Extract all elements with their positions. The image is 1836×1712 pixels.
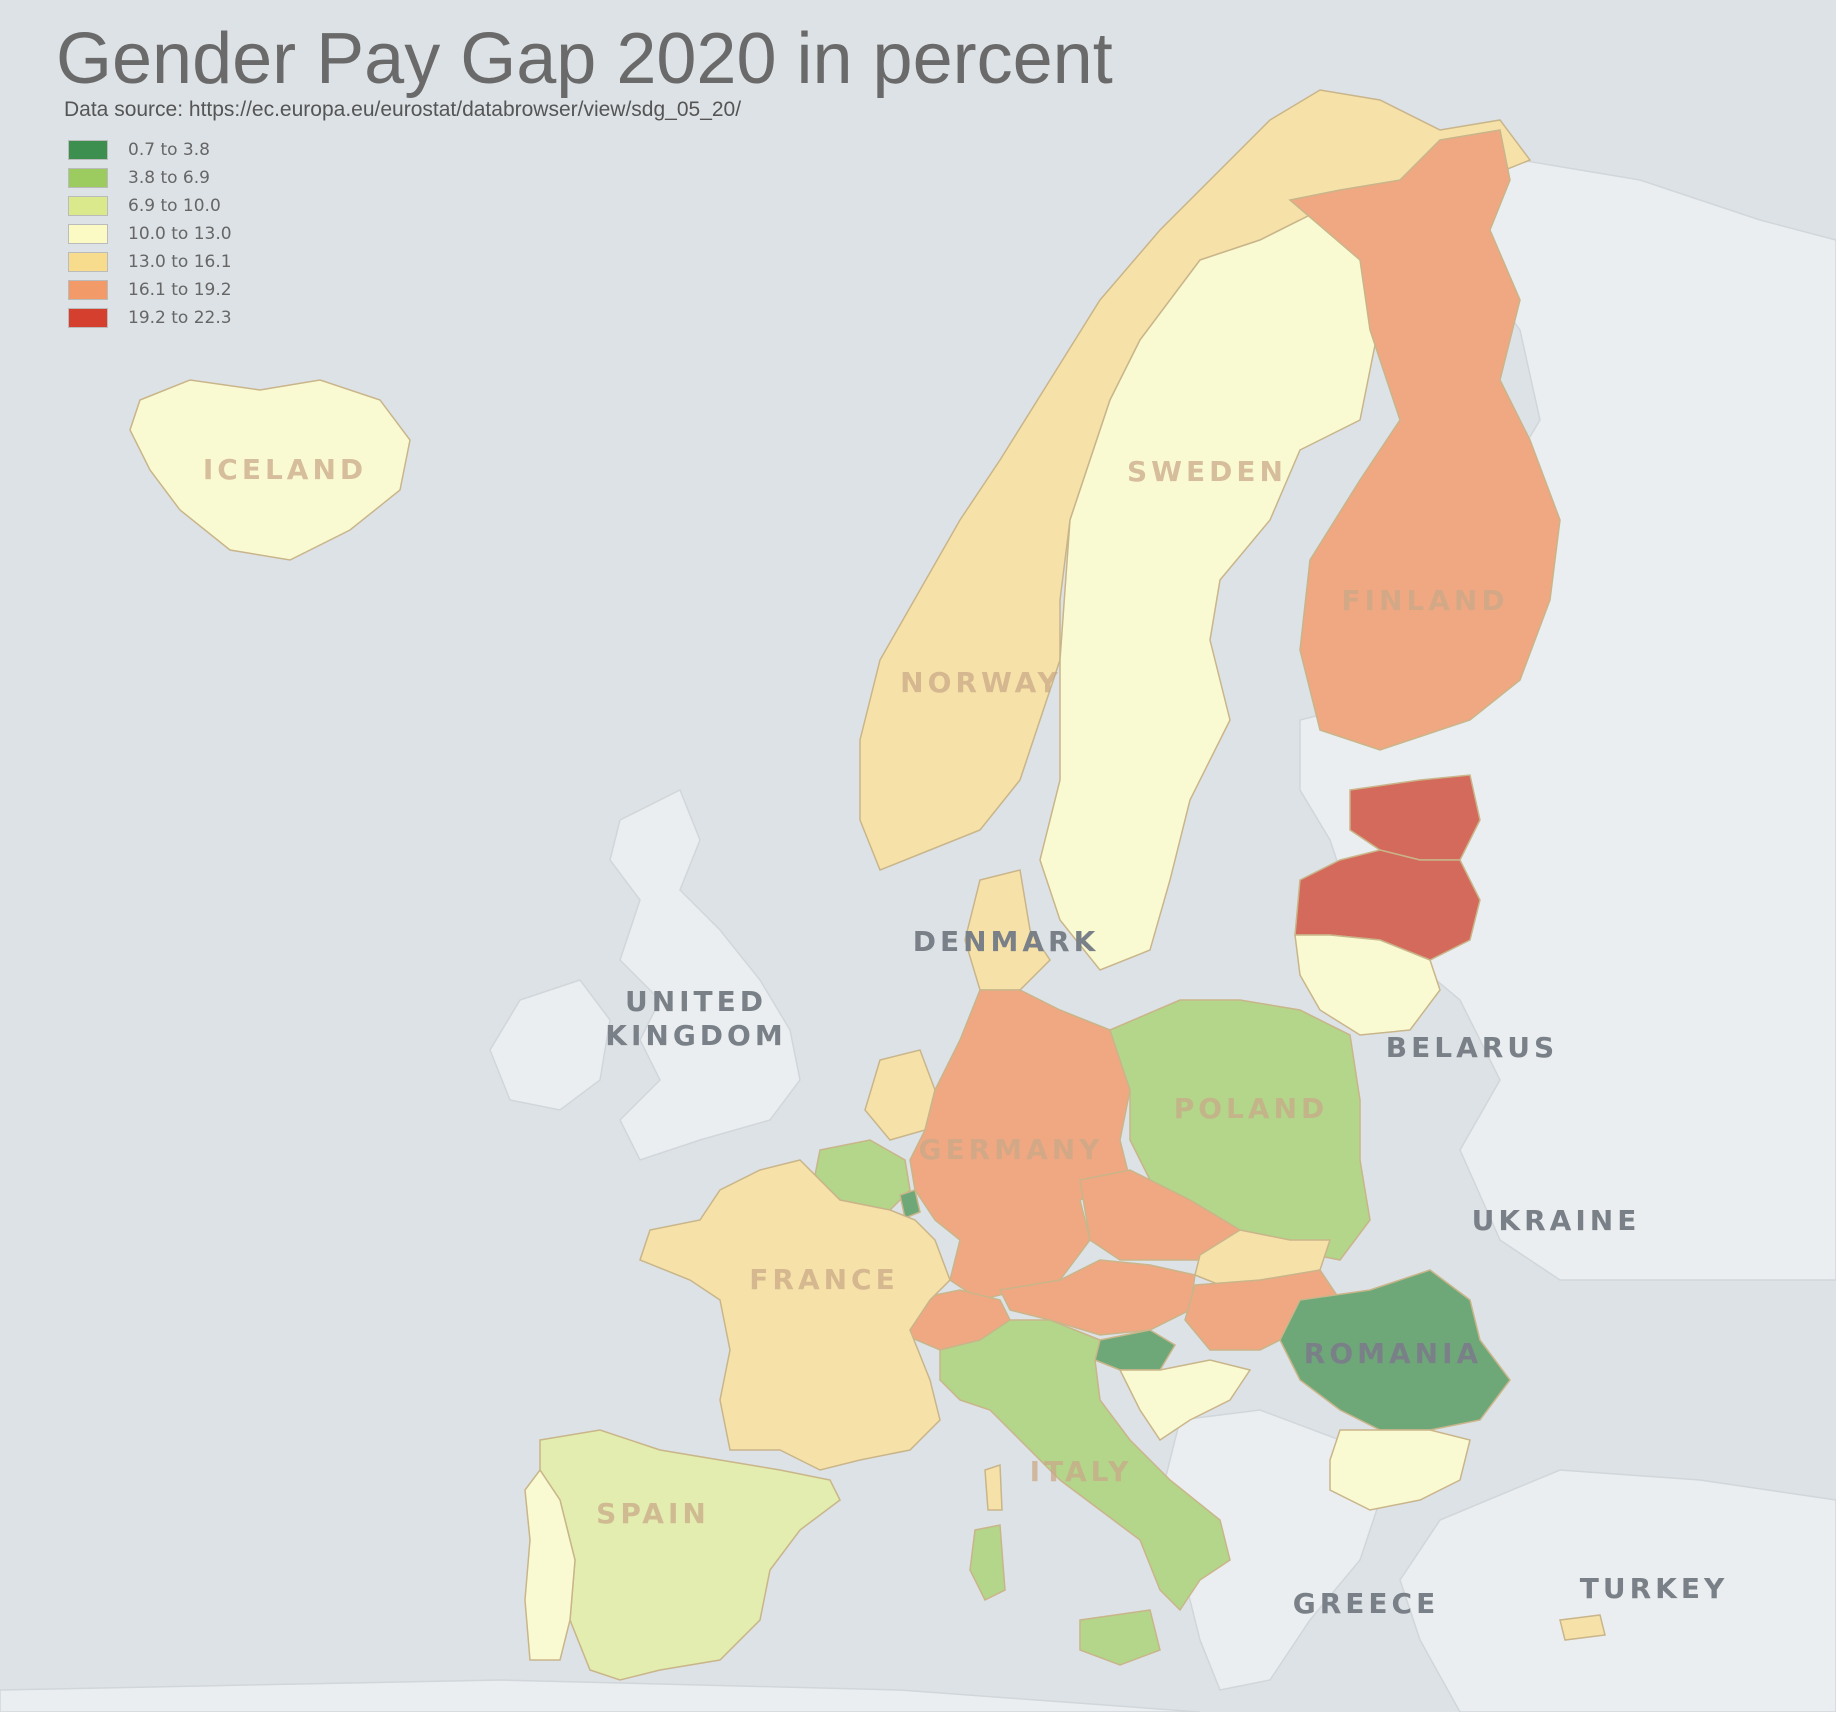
legend-label: 6.9 to 10.0 — [128, 196, 221, 216]
label-poland: POLAND — [1174, 1092, 1329, 1125]
country-france — [639, 1159, 951, 1471]
label-italy: ITALY — [1030, 1455, 1133, 1488]
country-italy — [939, 1319, 1231, 1612]
label-germany: GERMANY — [919, 1133, 1104, 1166]
legend-label: 16.1 to 19.2 — [128, 280, 232, 300]
label-belarus: BELARUS — [1386, 1031, 1558, 1064]
label-turkey: TURKEY — [1580, 1572, 1729, 1605]
country-sardinia — [969, 1524, 1006, 1602]
legend-label: 3.8 to 6.9 — [128, 168, 210, 188]
legend-item: 19.2 to 22.3 — [68, 304, 232, 332]
map-title: Gender Pay Gap 2020 in percent — [56, 19, 1113, 99]
label-ukraine: UKRAINE — [1472, 1204, 1641, 1237]
label-denmark: DENMARK — [913, 925, 1100, 958]
country-cyprus — [1559, 1614, 1606, 1641]
country-bulgaria — [1329, 1429, 1471, 1511]
label-uk-line1: UNITED — [625, 985, 767, 1018]
label-greece: GREECE — [1293, 1587, 1439, 1620]
ireland — [489, 979, 611, 1111]
country-corsica — [984, 1463, 1003, 1511]
legend-label: 19.2 to 22.3 — [128, 308, 232, 328]
legend-swatch — [68, 196, 108, 216]
country-portugal — [524, 1468, 576, 1661]
legend-swatch — [68, 252, 108, 272]
legend: 0.7 to 3.8 3.8 to 6.9 6.9 to 10.0 10.0 t… — [68, 136, 232, 332]
country-labels: ICELAND SWEDEN FINLAND NORWAY DENMARK UN… — [203, 453, 1729, 1620]
country-poland — [1109, 999, 1371, 1261]
label-finland: FINLAND — [1341, 584, 1508, 617]
turkey-land — [1399, 1469, 1836, 1712]
label-spain: SPAIN — [596, 1497, 710, 1530]
country-romania — [1279, 1269, 1511, 1431]
data-source: Data source: https://ec.europa.eu/eurost… — [64, 98, 742, 121]
country-lithuania — [1294, 934, 1441, 1036]
legend-item: 13.0 to 16.1 — [68, 248, 232, 276]
country-croatia — [1118, 1359, 1252, 1442]
legend-label: 13.0 to 16.1 — [128, 252, 232, 272]
uk-great-britain — [609, 788, 801, 1161]
legend-swatch — [68, 280, 108, 300]
country-iceland — [129, 379, 411, 561]
country-luxembourg — [899, 1189, 921, 1220]
legend-swatch — [68, 168, 108, 188]
country-finland — [1288, 129, 1561, 751]
legend-swatch — [68, 140, 108, 160]
non-eu-land — [0, 139, 1836, 1712]
legend-item: 3.8 to 6.9 — [68, 164, 232, 192]
legend-item: 0.7 to 3.8 — [68, 136, 232, 164]
legend-swatch — [68, 224, 108, 244]
north-africa — [0, 1679, 1201, 1712]
label-romania: ROMANIA — [1304, 1337, 1482, 1370]
legend-label: 0.7 to 3.8 — [128, 140, 210, 160]
label-iceland: ICELAND — [203, 453, 367, 486]
country-sicily — [1079, 1609, 1161, 1666]
label-norway: NORWAY — [900, 666, 1062, 699]
legend-item: 6.9 to 10.0 — [68, 192, 232, 220]
label-france: FRANCE — [749, 1263, 898, 1296]
label-sweden: SWEDEN — [1127, 455, 1287, 488]
country-denmark — [964, 869, 1051, 991]
legend-swatch — [68, 308, 108, 328]
legend-label: 10.0 to 13.0 — [128, 224, 232, 244]
countries — [129, 89, 1606, 1681]
legend-item: 16.1 to 19.2 — [68, 276, 232, 304]
label-uk-line2: KINGDOM — [605, 1019, 786, 1052]
legend-item: 10.0 to 13.0 — [68, 220, 232, 248]
